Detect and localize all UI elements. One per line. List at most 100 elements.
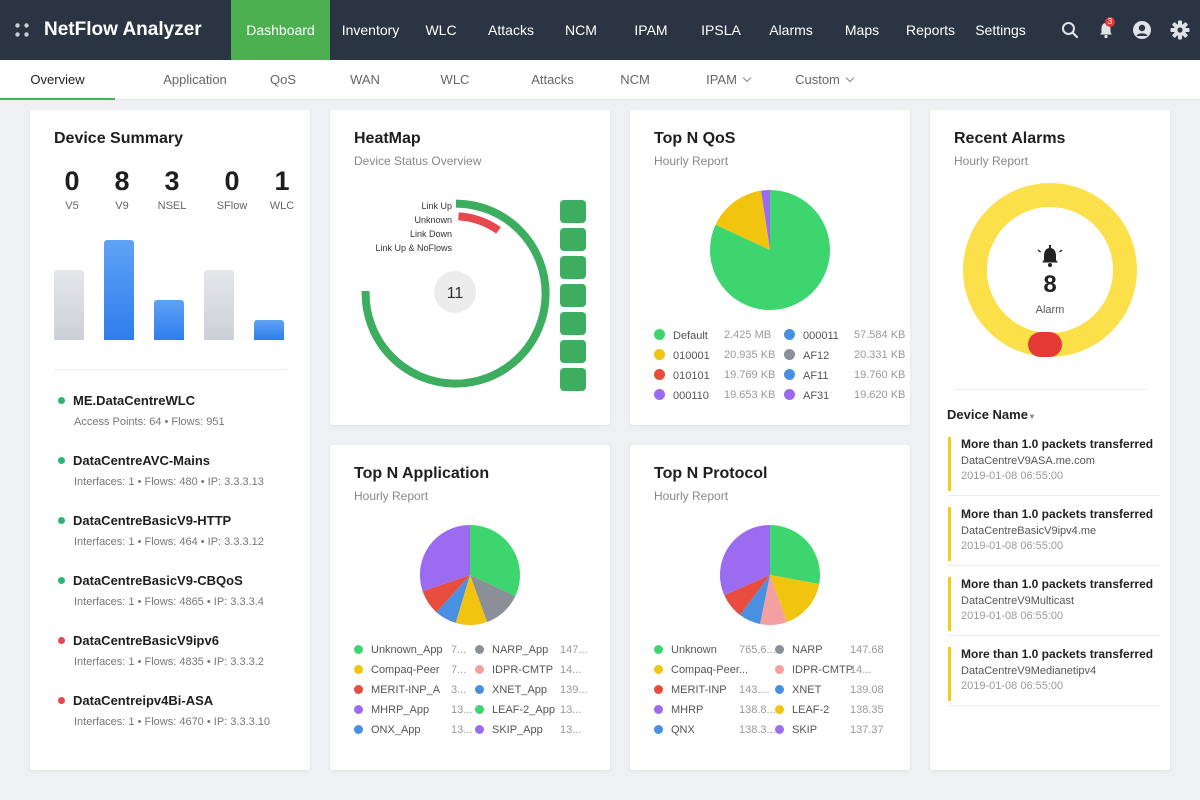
nav-settings[interactable]: Settings [975, 22, 1026, 38]
subtab-ipam[interactable]: IPAM [698, 60, 758, 100]
alarm-item[interactable]: More than 1.0 packets transferred DataCen… [948, 437, 1160, 491]
bar-sflow [204, 270, 234, 340]
divider [948, 565, 1160, 566]
count-wlc[interactable]: 1 WLC [257, 166, 307, 212]
subtab-qos[interactable]: QoS [269, 72, 296, 87]
heat-cell[interactable] [560, 368, 586, 391]
list-item[interactable]: ME.DataCentreWLC Access Points: 64 • Flow… [58, 392, 318, 428]
nav-maps[interactable]: Maps [844, 22, 880, 38]
count-nsel[interactable]: 3 NSEL [147, 166, 197, 212]
pie-slice-mhrp-app [419, 524, 470, 592]
legend-item[interactable]: LEAF-2 138.35 [775, 703, 884, 717]
subtab-custom[interactable]: Custom [786, 60, 862, 100]
pie-slice-010001 [715, 190, 770, 250]
alarm-item[interactable]: More than 1.0 packets transferred DataCen… [948, 577, 1160, 631]
list-item[interactable]: DataCentreAVC-Mains Interfaces: 1 • Flows… [58, 452, 318, 488]
legend-dot [354, 725, 363, 734]
list-item[interactable]: DataCentreBasicV9ipv6 Interfaces: 1 • Flo… [58, 632, 318, 668]
bar-nsel [154, 300, 184, 340]
nav-alarms[interactable]: Alarms [769, 22, 813, 38]
heat-cell[interactable] [560, 340, 586, 363]
alarm-item[interactable]: More than 1.0 packets transferred DataCen… [948, 507, 1160, 561]
legend-value: 13... [560, 724, 582, 736]
recent-alarms-card: Recent Alarms Hourly Report 8 Alarm Devi… [930, 110, 1170, 770]
list-item[interactable]: DataCentreipv4Bi-ASA Interfaces: 1 • Flow… [58, 692, 318, 728]
heat-cell[interactable] [560, 284, 586, 307]
legend-item[interactable]: MERIT-INP_A 3... [354, 683, 466, 697]
nav-inventory[interactable]: Inventory [341, 22, 400, 38]
count-value: 0 [224, 166, 240, 196]
subtab-wan[interactable]: WAN [350, 72, 380, 87]
heat-cell[interactable] [560, 200, 586, 223]
legend-item[interactable]: IDPR-CMTP 14... [775, 663, 871, 677]
legend-name: AF11 [803, 370, 829, 382]
list-item[interactable]: DataCentreBasicV9-CBQoS Interfaces: 1 • F… [58, 572, 318, 608]
legend-item[interactable]: AF12 20.331 KB [784, 348, 905, 362]
legend-value: 137.37 [850, 724, 884, 736]
count-v5[interactable]: 0 V5 [47, 166, 97, 212]
user-icon[interactable] [1124, 0, 1160, 60]
bell-icon[interactable]: 3 [1088, 0, 1124, 60]
legend-item[interactable]: 000011 57.584 KB [784, 328, 905, 342]
legend-item[interactable]: NARP 147.68 [775, 643, 884, 657]
legend-item[interactable]: Compaq-Peer... [654, 663, 748, 677]
nav-wlc[interactable]: WLC [425, 22, 457, 38]
list-item[interactable]: DataCentreBasicV9-HTTP Interfaces: 1 • Fl… [58, 512, 318, 548]
legend-item[interactable]: ONX_App 13... [354, 723, 472, 737]
bar-wlc [254, 320, 284, 340]
legend-item[interactable]: Compaq-Peer 7... [354, 663, 466, 677]
legend-item[interactable]: AF31 19.620 KB [784, 388, 905, 402]
legend-name: AF12 [803, 350, 830, 362]
app-grid-icon[interactable] [0, 0, 44, 60]
legend-item[interactable]: AF11 19.760 KB [784, 368, 905, 382]
legend-item[interactable]: Unknown 765.6... [654, 643, 776, 657]
legend-item[interactable]: 000110 19.653 KB [654, 388, 775, 402]
legend-item[interactable]: NARP_App 147... [475, 643, 588, 657]
nav-ipam[interactable]: IPAM [634, 22, 668, 38]
alarm-item[interactable]: More than 1.0 packets transferred DataCen… [948, 647, 1160, 701]
subtab-application[interactable]: Application [163, 72, 227, 87]
legend-item[interactable]: 010101 19.769 KB [654, 368, 775, 382]
nav-dashboard[interactable]: Dashboard [231, 0, 330, 60]
qos-pie [709, 190, 830, 310]
legend-item[interactable]: SKIP 137.37 [775, 723, 884, 737]
legend-item[interactable]: Unknown_App 7... [354, 643, 466, 657]
legend-value: 139.08 [850, 684, 884, 696]
nav-reports[interactable]: Reports [905, 22, 956, 38]
subtab-attacks[interactable]: Attacks [531, 72, 574, 87]
device-name-column-header[interactable]: Device Name ▾ [947, 407, 1034, 422]
legend-item[interactable]: LEAF-2_App 13... [475, 703, 581, 717]
nav-ipsla[interactable]: IPSLA [701, 22, 741, 38]
legend-item[interactable]: IDPR-CMTP 14... [475, 663, 581, 677]
legend-item[interactable]: XNET 139.08 [775, 683, 884, 697]
legend-item[interactable]: QNX 138.3... [654, 723, 776, 737]
heat-cell[interactable] [560, 312, 586, 335]
legend-item[interactable]: SKIP_App 13... [475, 723, 581, 737]
search-icon[interactable] [1052, 0, 1088, 60]
count-v9[interactable]: 8 V9 [97, 166, 147, 212]
nav-ncm[interactable]: NCM [565, 22, 597, 38]
heat-cell[interactable] [560, 256, 586, 279]
pie-slice-compaq-peer [455, 575, 488, 626]
legend-item[interactable]: 010001 20.935 KB [654, 348, 775, 362]
nav-attacks[interactable]: Attacks [488, 22, 534, 38]
gear-icon[interactable] [1160, 0, 1200, 60]
legend-item[interactable]: MHRP_App 13... [354, 703, 472, 717]
legend-name: NARP [792, 644, 823, 656]
status-dot [58, 457, 65, 464]
legend-name: NARP_App [492, 644, 549, 656]
legend-value: 147.68 [850, 644, 884, 656]
device-name: DataCentreBasicV9ipv6 [73, 633, 219, 648]
heat-cell[interactable] [560, 228, 586, 251]
legend-item[interactable]: MERIT-INP 143.... [654, 683, 770, 697]
legend-item[interactable]: MHRP 138.8... [654, 703, 776, 717]
subtab-overview[interactable]: Overview [0, 60, 115, 100]
divider [948, 635, 1160, 636]
legend-item[interactable]: XNET_App 139... [475, 683, 588, 697]
heatmap-card: HeatMap Device Status Overview 11 Link U… [330, 110, 610, 425]
subtab-wlc[interactable]: WLC [440, 72, 470, 87]
device-name: DataCentreBasicV9-CBQoS [73, 573, 243, 588]
subtab-ncm[interactable]: NCM [620, 72, 650, 87]
count-sflow[interactable]: 0 SFlow [207, 166, 257, 212]
legend-item[interactable]: Default 2.425 MB [654, 328, 771, 342]
